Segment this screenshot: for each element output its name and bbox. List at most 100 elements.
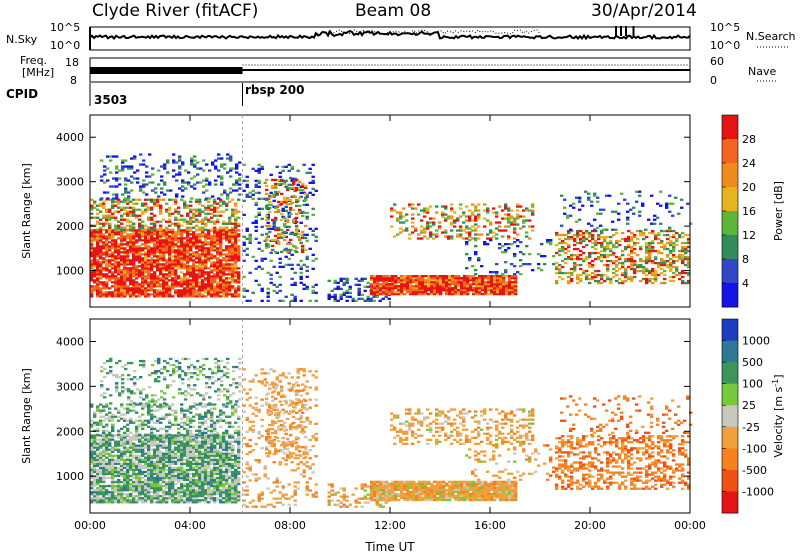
echo-cell — [105, 218, 109, 221]
echo-cell — [624, 257, 628, 261]
echo-cell — [129, 450, 133, 453]
echo-cell — [370, 285, 374, 288]
echo-cell — [511, 293, 515, 296]
echo-cell — [117, 489, 121, 492]
echo-cell — [144, 460, 148, 463]
echo-cell — [123, 271, 127, 274]
echo-cell — [234, 263, 238, 266]
echo-cell — [432, 221, 436, 224]
echo-cell — [162, 275, 166, 278]
echo-cell — [102, 287, 106, 290]
echo-cell — [189, 257, 193, 260]
echo-cell — [219, 210, 223, 213]
echo-cell — [135, 287, 139, 290]
echo-cell — [135, 464, 139, 467]
echo-cell — [150, 293, 154, 296]
echo-cell — [466, 289, 470, 292]
echo-cell — [177, 497, 181, 500]
echo-cell — [183, 255, 187, 258]
echo-cell — [126, 474, 130, 478]
echo-cell — [135, 271, 139, 274]
echo-cell — [198, 277, 202, 280]
echo-cell — [487, 281, 491, 284]
echo-cell — [120, 214, 124, 217]
echo-cell — [623, 198, 627, 201]
echo-cell — [222, 295, 226, 298]
echo-cell — [96, 458, 100, 461]
echo-cell — [391, 289, 395, 292]
echo-cell — [165, 285, 169, 288]
echo-cell — [308, 247, 312, 250]
echo-cell — [304, 196, 308, 200]
echo-cell — [423, 229, 427, 232]
echo-cell — [102, 267, 106, 270]
echo-cell — [363, 299, 367, 302]
echo-cell — [195, 228, 199, 231]
echo-cell — [180, 281, 184, 284]
echo-cell — [289, 206, 293, 210]
echo-cell — [96, 285, 100, 288]
echo-cell — [314, 257, 318, 260]
echo-cell — [105, 501, 109, 504]
echo-cell — [232, 189, 236, 192]
echo-cell — [251, 193, 255, 196]
echo-cell — [162, 442, 166, 445]
echo-cell — [615, 269, 619, 273]
echo-cell — [174, 438, 178, 441]
echo-cell — [156, 448, 160, 451]
echo-cell — [120, 450, 124, 453]
echo-cell — [597, 233, 601, 237]
echo-cell — [144, 464, 148, 467]
echo-cell — [232, 183, 236, 186]
echo-cell — [186, 285, 190, 288]
echo-cell — [402, 221, 406, 224]
echo-cell — [126, 438, 130, 441]
echo-cell — [108, 470, 112, 474]
echo-cell — [99, 241, 103, 244]
echo-cell — [141, 249, 145, 252]
echo-cell — [295, 216, 299, 220]
echo-cell — [153, 231, 157, 234]
echo-cell — [198, 291, 202, 294]
echo-cell — [305, 257, 309, 260]
echo-cell — [656, 202, 660, 205]
echo-cell — [103, 173, 107, 176]
echo-cell — [456, 233, 460, 236]
echo-cell — [630, 279, 634, 283]
echo-cell — [180, 241, 184, 244]
echo-cell — [129, 493, 133, 496]
echo-cell — [189, 226, 193, 229]
echo-cell — [651, 273, 655, 277]
echo-cell — [459, 233, 463, 236]
echo-cell — [597, 279, 601, 283]
power-colorbar-segment — [722, 139, 738, 164]
echo-cell — [627, 237, 631, 241]
echo-cell — [278, 257, 282, 260]
echo-cell — [295, 204, 299, 208]
echo-cell — [135, 466, 139, 469]
echo-cell — [156, 495, 160, 498]
echo-cell — [123, 480, 127, 484]
echo-cell — [102, 444, 106, 447]
echo-cell — [680, 206, 684, 209]
echo-cell — [111, 202, 115, 205]
echo-cell — [412, 293, 416, 296]
echo-cell — [186, 261, 190, 264]
echo-cell — [219, 271, 223, 274]
echo-cell — [139, 163, 143, 166]
echo-cell — [165, 281, 169, 284]
echo-cell — [612, 275, 616, 279]
echo-cell — [653, 222, 657, 225]
echo-cell — [216, 249, 220, 252]
echo-cell — [231, 198, 235, 201]
echo-cell — [238, 187, 242, 190]
echo-cell — [159, 263, 163, 266]
echo-cell — [502, 281, 506, 284]
echo-cell — [159, 476, 163, 480]
echo-cell — [141, 434, 145, 437]
echo-cell — [474, 227, 478, 230]
echo-cell — [213, 245, 217, 248]
echo-cell — [165, 265, 169, 268]
echo-cell — [478, 279, 482, 282]
echo-cell — [292, 244, 296, 248]
